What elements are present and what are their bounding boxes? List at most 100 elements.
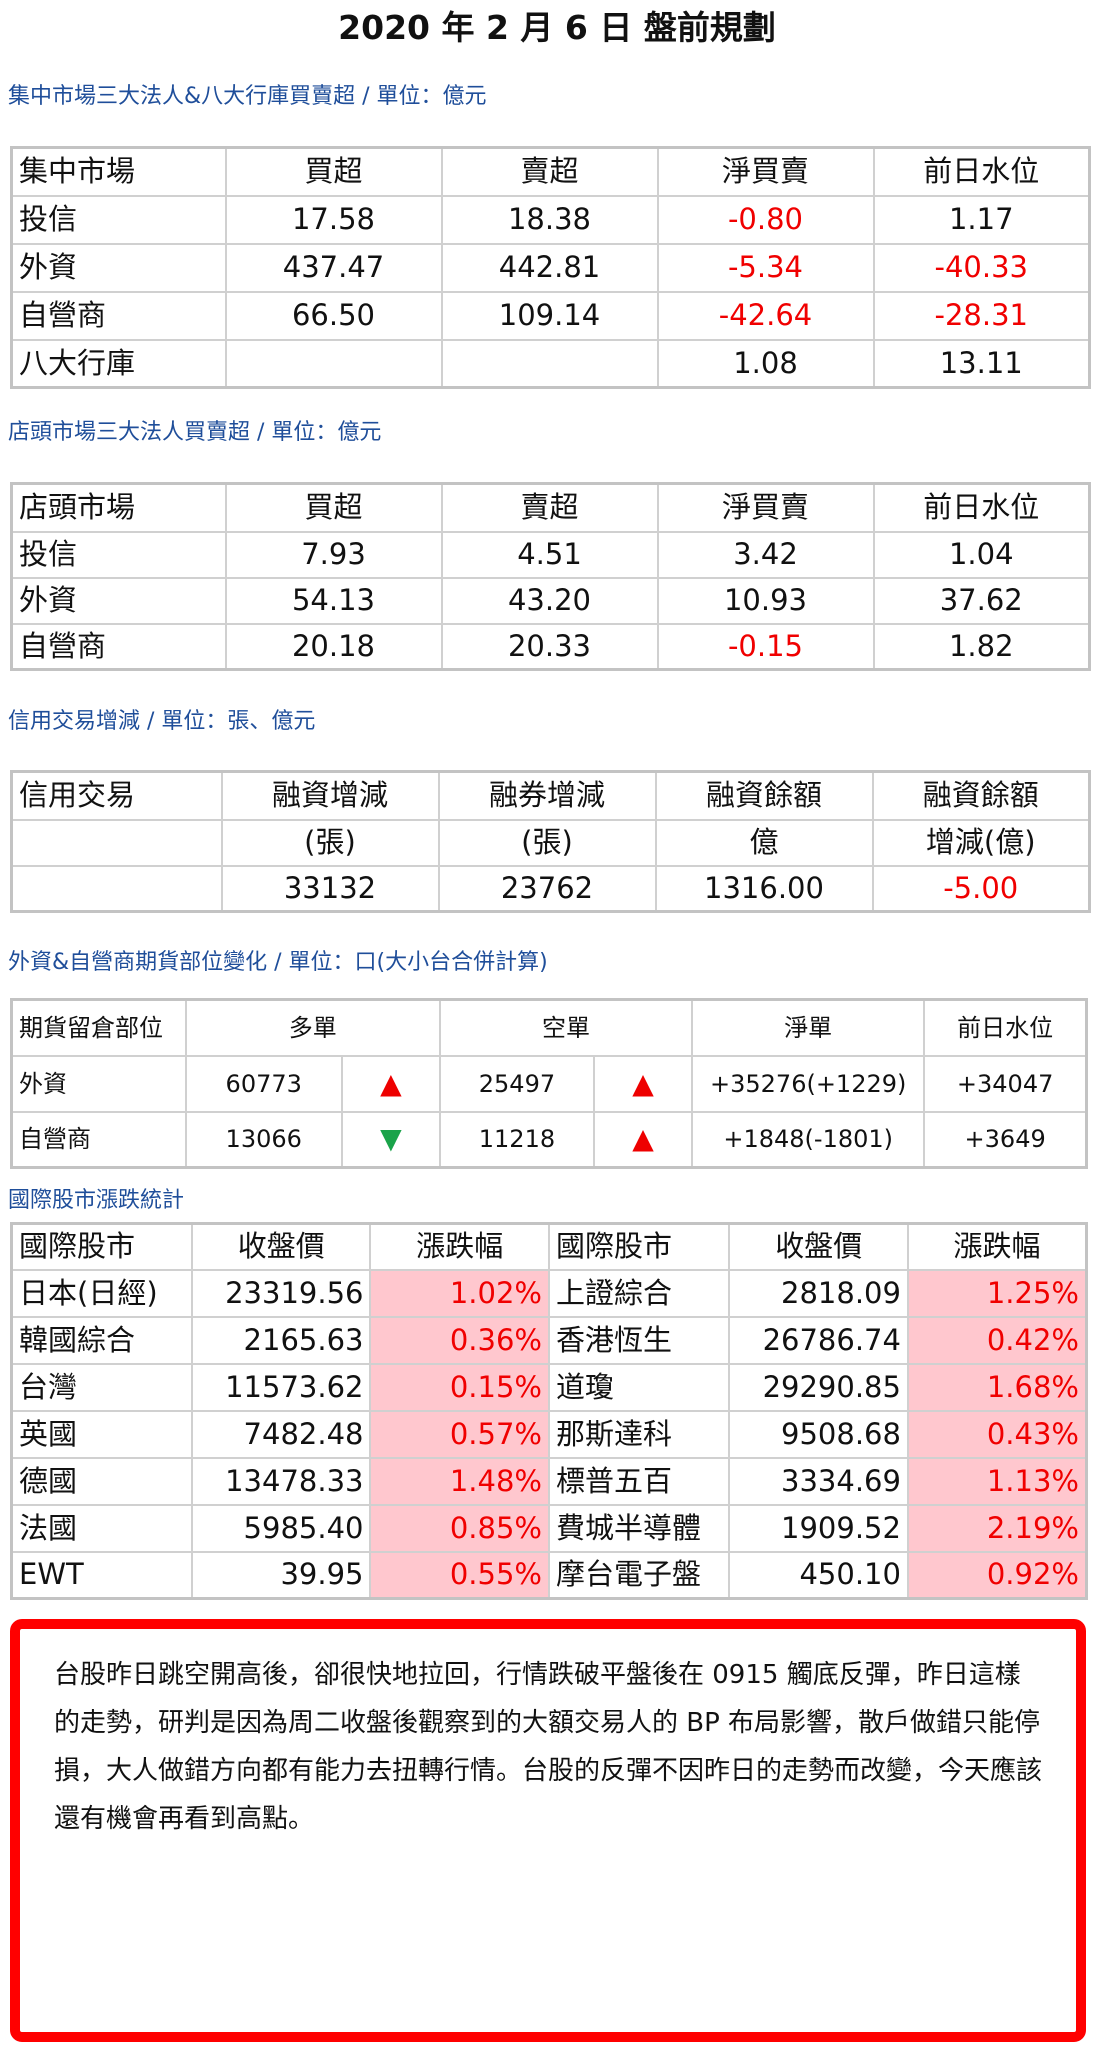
buy-value: 17.58 — [224, 194, 443, 245]
short-position: 11218 — [438, 1110, 596, 1169]
table-row: 英國 7482.48 0.57% 那斯達科 9508.68 0.43% — [10, 1409, 1088, 1459]
change-pct: 1.13% — [906, 1456, 1088, 1506]
close-price: 3334.69 — [728, 1456, 909, 1506]
long-position: 60773 — [184, 1054, 343, 1113]
close-price: 13478.33 — [190, 1456, 372, 1506]
market-name: 道瓊 — [547, 1362, 731, 1412]
sell-value: 20.33 — [440, 622, 659, 671]
net-value: -42.64 — [656, 290, 875, 341]
unit-cell — [10, 818, 223, 867]
market-name: 台灣 — [10, 1362, 193, 1412]
header-cell: 多單 — [184, 998, 441, 1057]
header-cell: 淨單 — [691, 998, 926, 1057]
commentary-box: 台股昨日跳空開高後，卻很快地拉回，行情跌破平盤後在 0915 觸底反彈，昨日這樣… — [10, 1619, 1086, 2042]
change-pct: 0.43% — [906, 1409, 1088, 1459]
table-row: 投信 17.58 18.38 -0.80 1.17 — [10, 194, 1091, 245]
market-name: 標普五百 — [547, 1456, 731, 1506]
header-cell: 融券增減 — [437, 770, 657, 821]
table-row: 自營商 66.50 109.14 -42.64 -28.31 — [10, 290, 1091, 341]
otc-header-row: 店頭市場 買超 賣超 淨買賣 前日水位 — [10, 482, 1091, 533]
buy-value: 20.18 — [224, 622, 443, 671]
net-value: -5.34 — [656, 242, 875, 293]
close-price: 29290.85 — [728, 1362, 909, 1412]
header-cell: 漲跌幅 — [369, 1222, 550, 1271]
intl-heading: 國際股市漲跌統計 — [8, 1188, 185, 1213]
futures-heading: 外資&自營商期貨部位變化 / 單位：口(大小台合併計算) — [8, 950, 548, 975]
change-pct: 0.15% — [369, 1362, 550, 1412]
row-label: 八大行庫 — [10, 338, 227, 389]
net-position: +35276(+1229) — [691, 1054, 926, 1113]
change-pct: 0.85% — [369, 1503, 550, 1553]
margin-heading: 信用交易增減 / 單位：張、億元 — [8, 709, 316, 734]
sell-value: 4.51 — [440, 530, 659, 579]
page-title: 2020 年 2 月 6 日 盤前規劃 — [338, 8, 776, 47]
margin-unit-row: (張) (張) 億 增減(億) — [10, 818, 1091, 867]
close-price: 5985.40 — [190, 1503, 372, 1553]
prev-level-value: 13.11 — [872, 338, 1091, 389]
header-cell: 空單 — [438, 998, 694, 1057]
buy-value: 54.13 — [224, 576, 443, 625]
header-cell: 漲跌幅 — [906, 1222, 1088, 1271]
unit-cell: (張) — [220, 818, 440, 867]
arrow-up-icon: ▲ — [593, 1054, 694, 1113]
table-row: 法國 5985.40 0.85% 費城半導體 1909.52 2.19% — [10, 1503, 1088, 1553]
header-cell: 信用交易 — [10, 770, 223, 821]
header-cell: 期貨留倉部位 — [10, 998, 187, 1057]
row-label: 投信 — [10, 530, 227, 579]
sell-value: 43.20 — [440, 576, 659, 625]
market-name: 韓國綜合 — [10, 1315, 193, 1365]
sell-value — [440, 338, 659, 389]
sell-value: 109.14 — [440, 290, 659, 341]
change-pct: 0.92% — [906, 1550, 1088, 1600]
buy-value: 66.50 — [224, 290, 443, 341]
buy-value: 7.93 — [224, 530, 443, 579]
table-row: 外資 60773 ▲ 25497 ▲ +35276(+1229) +34047 — [10, 1054, 1088, 1113]
net-value: -0.80 — [656, 194, 875, 245]
intl-table: 國際股市 收盤價 漲跌幅 國際股市 收盤價 漲跌幅 日本(日經) 23319.5… — [10, 1222, 1088, 1600]
market-name: 德國 — [10, 1456, 193, 1506]
change-pct: 0.36% — [369, 1315, 550, 1365]
table-row: 日本(日經) 23319.56 1.02% 上證綜合 2818.09 1.25% — [10, 1268, 1088, 1318]
prev-level-value: +3649 — [923, 1110, 1088, 1169]
row-label — [10, 864, 223, 913]
header-cell: 買超 — [224, 482, 443, 533]
change-pct: 0.42% — [906, 1315, 1088, 1365]
net-position: +1848(-1801) — [691, 1110, 926, 1169]
change-pct: 1.25% — [906, 1268, 1088, 1318]
arrow-down-icon: ▼ — [380, 1122, 402, 1156]
table-row: 外資 437.47 442.81 -5.34 -40.33 — [10, 242, 1091, 293]
close-price: 11573.62 — [190, 1362, 372, 1412]
prev-level-value: +34047 — [923, 1054, 1088, 1113]
prev-level-value: 37.62 — [872, 576, 1091, 625]
margin-balance: 1316.00 — [654, 864, 874, 913]
margin-table: 信用交易 融資增減 融券增減 融資餘額 融資餘額 (張) (張) 億 增減(億)… — [10, 770, 1091, 913]
short-sell-change: 23762 — [437, 864, 657, 913]
header-cell: 集中市場 — [10, 146, 227, 197]
close-price: 39.95 — [190, 1550, 372, 1600]
close-price: 7482.48 — [190, 1409, 372, 1459]
buy-value — [224, 338, 443, 389]
header-cell: 國際股市 — [10, 1222, 193, 1271]
net-value: -0.15 — [656, 622, 875, 671]
change-pct: 1.02% — [369, 1268, 550, 1318]
unit-cell: 億 — [654, 818, 874, 867]
commentary-text: 台股昨日跳空開高後，卻很快地拉回，行情跌破平盤後在 0915 觸底反彈，昨日這樣… — [54, 1660, 1043, 1834]
buy-value: 437.47 — [224, 242, 443, 293]
close-price: 1909.52 — [728, 1503, 909, 1553]
margin-balance-change: -5.00 — [871, 864, 1091, 913]
row-label: 自營商 — [10, 290, 227, 341]
close-price: 2818.09 — [728, 1268, 909, 1318]
margin-header-row: 信用交易 融資增減 融券增減 融資餘額 融資餘額 — [10, 770, 1091, 821]
header-cell: 前日水位 — [872, 146, 1091, 197]
table-row: EWT 39.95 0.55% 摩台電子盤 450.10 0.92% — [10, 1550, 1088, 1600]
row-label: 自營商 — [10, 622, 227, 671]
twse-heading: 集中市場三大法人&八大行庫買賣超 / 單位：億元 — [8, 84, 487, 109]
margin-buy-change: 33132 — [220, 864, 440, 913]
market-name: 摩台電子盤 — [547, 1550, 731, 1600]
close-price: 450.10 — [728, 1550, 909, 1600]
sell-value: 18.38 — [440, 194, 659, 245]
arrow-up-icon: ▲ — [340, 1054, 441, 1113]
market-name: EWT — [10, 1550, 193, 1600]
prev-level-value: -28.31 — [872, 290, 1091, 341]
